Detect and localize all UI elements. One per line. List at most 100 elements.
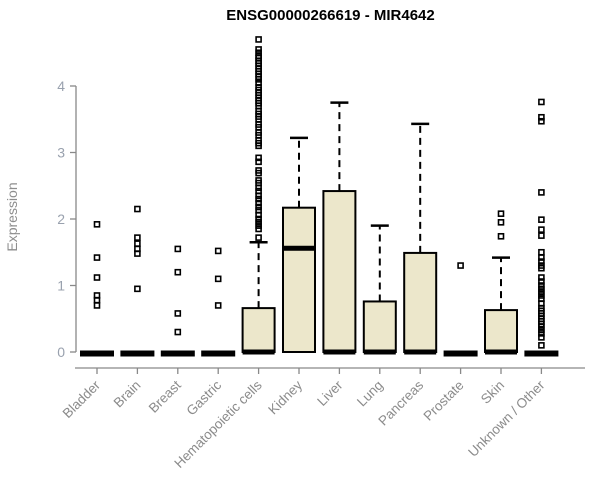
outlier-point	[457, 262, 464, 269]
x-tick-label-unknown-other: Unknown / Other	[465, 377, 548, 460]
y-tick-label: 0	[57, 344, 65, 360]
median-line	[323, 349, 356, 355]
outlier-point	[538, 282, 545, 289]
outlier-point	[538, 264, 545, 272]
collapsed-box	[201, 350, 236, 357]
median-line	[242, 349, 275, 355]
median-line	[283, 245, 315, 251]
outlier-point	[538, 189, 545, 196]
outlier-point	[255, 169, 262, 177]
outlier-point	[255, 222, 262, 229]
outlier-point	[538, 117, 545, 125]
outlier-point	[538, 342, 545, 349]
outlier-point	[255, 46, 262, 53]
boxplot-skin	[484, 210, 518, 355]
outlier-point	[255, 76, 262, 83]
chart-title: ENSG00000266619 - MIR4642	[226, 7, 435, 24]
outlier-point	[174, 245, 182, 253]
outlier-point	[255, 219, 262, 226]
outlier-point	[538, 323, 545, 331]
x-tick-label-brain: Brain	[111, 378, 144, 411]
outlier-point	[134, 240, 141, 247]
outlier-point	[255, 36, 262, 43]
outlier-point	[538, 113, 545, 121]
outlier-point	[255, 215, 262, 223]
outlier-point	[255, 154, 262, 162]
median-line	[404, 349, 437, 355]
median-line	[363, 349, 396, 355]
y-tick-label: 4	[57, 78, 65, 94]
x-tick-label-skin: Skin	[478, 378, 507, 407]
outlier-point	[255, 234, 262, 241]
y-tick-label: 2	[57, 211, 65, 227]
x-tick-label-kidney: Kidney	[265, 377, 305, 417]
outlier-point	[93, 221, 101, 228]
outlier-point	[538, 334, 545, 341]
boxplot-hematopoietic-cells	[241, 36, 276, 355]
outlier-point	[93, 296, 101, 304]
outlier-point	[255, 192, 262, 200]
outlier-point	[497, 219, 505, 226]
boxplot-unknown-other	[524, 98, 559, 357]
boxplot-brain	[120, 205, 155, 357]
box-iqr	[322, 190, 357, 353]
outlier-point	[214, 302, 222, 309]
box-iqr	[484, 309, 518, 354]
outlier-point	[255, 195, 262, 203]
boxplot-lung	[362, 224, 397, 355]
outlier-point	[134, 285, 141, 293]
outlier-point	[538, 254, 545, 261]
outlier-point	[174, 328, 182, 336]
x-tick-label-bladder: Bladder	[60, 377, 104, 421]
outlier-point	[538, 232, 545, 239]
boxplot-pancreas	[403, 122, 438, 355]
box-iqr	[241, 307, 276, 353]
y-tick-label: 3	[57, 145, 65, 161]
outlier-point	[174, 310, 182, 317]
boxplot-breast	[160, 245, 195, 357]
median-line	[485, 349, 517, 355]
collapsed-box	[160, 350, 195, 357]
outlier-point	[134, 234, 141, 241]
outlier-point	[538, 258, 545, 265]
x-tick-label-liver: Liver	[314, 377, 346, 409]
outlier-point	[255, 199, 262, 207]
outlier-point	[497, 232, 505, 240]
box-iqr	[403, 251, 438, 353]
outlier-point	[538, 278, 545, 285]
x-tick-label-prostate: Prostate	[421, 378, 467, 424]
outlier-point	[538, 216, 545, 223]
outlier-point	[538, 288, 545, 296]
outlier-point	[214, 275, 222, 283]
outlier-point	[538, 274, 545, 281]
outlier-point	[255, 203, 262, 211]
y-axis: 0 1 2 3 4	[57, 78, 77, 360]
boxplot-liver	[322, 101, 357, 355]
outlier-point	[93, 274, 101, 281]
outlier-point	[538, 226, 545, 233]
boxplot-kidney	[282, 136, 316, 353]
collapsed-box	[80, 350, 114, 357]
boxplot-gastric	[201, 247, 236, 357]
outlier-point	[134, 250, 141, 257]
outlier-point	[538, 292, 545, 299]
boxplot-bladder	[80, 221, 114, 357]
outlier-point	[93, 254, 101, 261]
outlier-point	[538, 248, 545, 256]
outlier-point	[255, 184, 262, 192]
outlier-point	[255, 211, 262, 219]
collapsed-box	[443, 350, 478, 357]
boxplot-prostate	[443, 262, 478, 357]
outlier-point	[538, 330, 545, 337]
box-iqr	[282, 206, 316, 353]
outlier-point	[93, 302, 101, 309]
y-tick-label: 1	[57, 278, 65, 294]
x-tick-label-breast: Breast	[146, 377, 184, 415]
collapsed-box	[120, 350, 155, 357]
outlier-point	[538, 285, 545, 293]
outlier-point	[255, 142, 262, 150]
collapsed-box	[524, 350, 559, 357]
outlier-point	[255, 225, 262, 233]
